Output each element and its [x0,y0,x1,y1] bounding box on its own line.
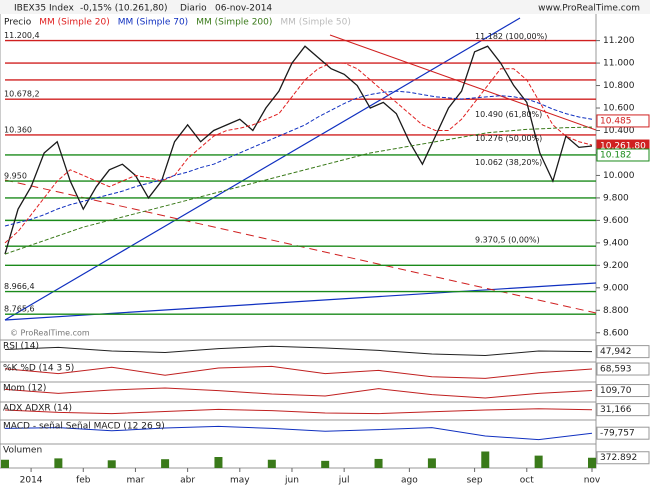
watermark: © ProRealTime.com [10,329,90,338]
series-line [4,45,593,255]
x-tick-label: mar [126,476,144,486]
y-tick-label: 9.800 [603,193,629,203]
y-tick-label: 11.200 [603,36,635,46]
indicator-line [4,408,593,415]
fib-label: 10.276 (50,00%) [475,134,542,143]
level-label: 8.765,6 [4,305,35,314]
panel-name: RSI (14) [3,342,39,352]
fib-label: 11.182 (100,00%) [475,32,547,41]
volume-bar [1,459,9,468]
last-box [596,451,650,465]
last-label: -79,757 [600,429,635,439]
last-box [596,362,650,376]
x-tick-label: 2014 [20,476,43,486]
volume-bar [214,457,223,468]
last-label: 372.892 [600,453,637,463]
series-line [4,126,593,255]
last-label: 109,70 [600,386,632,396]
y-tick-label: 8.800 [603,306,629,316]
y-tick-label: 9.600 [603,216,629,226]
indicator-line [4,345,593,357]
last-label: 47,942 [600,347,632,357]
price-box [596,148,650,162]
level-label: 10.360 [4,125,32,134]
indicator-line [4,425,593,441]
volume-bar [534,455,543,468]
y-tick-label: 10.400 [603,126,635,136]
legend-entry: Precio [4,18,32,28]
x-tick-label: sep [467,476,483,486]
fib-label: 10.490 (61,80%) [475,110,542,119]
last-label: 68,593 [600,365,632,375]
trend-line [329,34,597,131]
y-tick-label: 11.000 [603,59,635,69]
y-tick-label: 9.000 [603,283,629,293]
frame [0,0,597,469]
price-box-label: 10.261,80 [600,142,646,152]
x-tick-label: abr [180,476,195,486]
fib-label: 9.370,5 (0,00%) [475,236,540,245]
x-tick-label: feb [76,476,91,486]
last-label: 31,166 [600,405,632,415]
x-tick-label: ago [401,476,418,486]
y-tick-label: 8.600 [603,328,629,338]
last-box [596,403,650,417]
volume-bar [374,458,383,468]
last-box [596,384,650,398]
x-tick-label: jun [284,476,299,486]
series-line [4,90,593,227]
indicator-line [4,387,593,399]
panel-name: ADX ADXR (14) [3,404,72,414]
legend-entry: MM (Simple 50) [280,18,350,28]
price-box [596,114,650,128]
level-label: 10.678,2 [4,90,40,99]
series-line [4,62,593,244]
y-tick-label: 10.600 [603,104,635,114]
panel-name: Mom (12) [3,384,46,394]
period: Diario [180,4,207,14]
x-tick-label: oct [520,476,534,486]
volume-bar [107,460,116,468]
volume-bar [267,459,276,468]
volume-bar [481,451,490,468]
volume-bar [54,458,63,468]
level-label: 8.966,4 [4,282,35,291]
y-tick-label: 9.400 [603,238,629,248]
legend-entry: MM (Simple 20) [39,18,109,28]
price-box-label: 10.485 [600,116,632,126]
price-box-label: 10.182 [600,150,632,160]
trend-line [4,17,521,321]
level-label: 9.950 [4,172,27,181]
last-box [596,426,650,440]
y-tick-label: 9.200 [603,261,629,271]
x-tick-label: may [230,476,250,486]
level-label: 11.200,4 [4,31,40,40]
y-tick-label: 10.800 [603,81,635,91]
x-tick-label: jul [338,476,350,486]
legend-entry: MM (Simple 200) [196,18,272,28]
volume-bar [588,457,596,468]
indicator-line [4,365,593,379]
panel-name: MACD - señal Señal MACD (12 26 9) [3,422,165,432]
volume-bar [321,460,330,468]
x-tick-label: nov [584,476,601,486]
volume-bar [427,458,436,468]
fib-label: 10.062 (38,20%) [475,158,542,167]
panel-name: %K %D (14 3 5) [3,364,74,374]
header-bar [0,0,650,14]
symbol: IBEX35 Index [14,4,74,14]
site: www.ProRealTime.com [538,4,640,14]
panel-name: Volumen [3,446,42,456]
last-box [596,345,650,359]
volume-bar [161,459,170,468]
change: -0,15% (10.261,80) [80,4,168,14]
legend-entry: MM (Simple 70) [118,18,188,28]
y-tick-label: 10.000 [603,171,635,181]
date: 06-nov-2014 [215,4,272,14]
